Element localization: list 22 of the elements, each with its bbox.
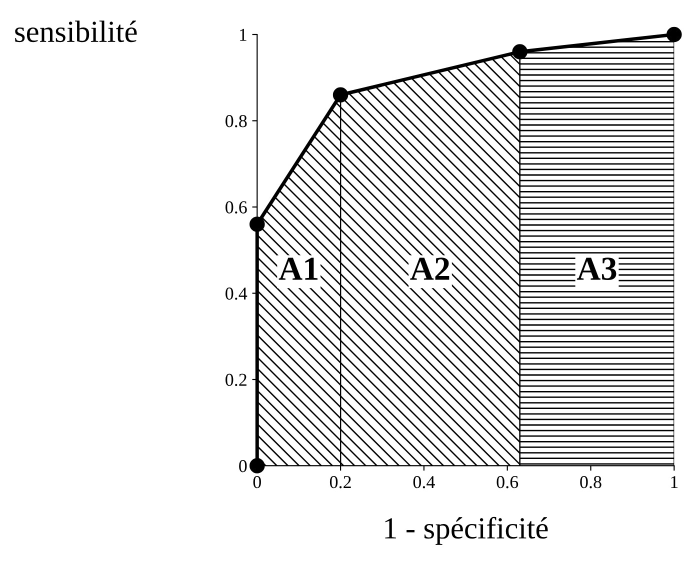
point xyxy=(332,87,348,103)
point xyxy=(666,26,682,42)
x-tick-label: 0.8 xyxy=(580,476,602,488)
y-tick-label: 0.8 xyxy=(226,115,247,128)
annotation: A2 xyxy=(410,258,450,280)
y-tick-label: 0.2 xyxy=(226,374,246,386)
y-axis-title: sensibilité xyxy=(15,20,137,42)
y-tick-label: 0.6 xyxy=(226,201,247,214)
x-tick-label: 0 xyxy=(253,476,261,488)
point xyxy=(512,44,528,60)
point xyxy=(250,458,265,474)
y-tick-label: 1 xyxy=(240,28,246,41)
x-tick-label: 0.4 xyxy=(413,476,435,488)
y-tick-label: 0.4 xyxy=(226,288,248,300)
x-tick-label: 0.2 xyxy=(330,476,351,488)
y-tick-label: 0 xyxy=(239,460,247,472)
annotation: A1 xyxy=(278,258,318,280)
point xyxy=(250,216,265,232)
x-tick-label: 1 xyxy=(671,476,678,488)
x-tick-label: 0.6 xyxy=(496,476,518,488)
x-axis-title: 1 - spécificité xyxy=(385,516,548,545)
annotation: A3 xyxy=(576,258,616,280)
